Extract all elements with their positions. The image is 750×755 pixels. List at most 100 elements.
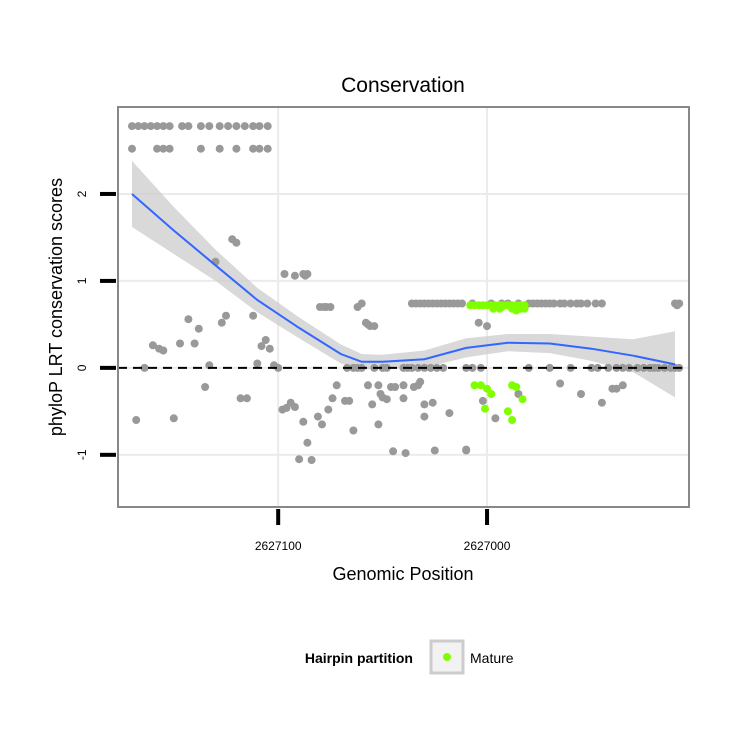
data-point-other <box>307 456 316 464</box>
data-point-other <box>263 122 272 131</box>
data-point-other <box>261 336 270 344</box>
data-point-other <box>428 398 437 407</box>
data-point-other <box>255 144 264 153</box>
data-point-other <box>399 381 408 390</box>
data-point-other <box>290 271 299 280</box>
smooth-fit-line <box>131 193 676 366</box>
x-tick-label-0: 2627100 <box>255 539 302 553</box>
data-point-other <box>265 344 274 353</box>
data-point-other <box>196 122 205 131</box>
data-point-other <box>549 299 558 308</box>
data-point-other <box>577 390 585 398</box>
data-point-other <box>474 318 483 327</box>
data-point-other <box>153 144 162 153</box>
data-point-other <box>583 299 592 308</box>
data-point-other <box>128 144 136 153</box>
data-point-other <box>556 379 565 388</box>
data-point-other <box>368 400 377 409</box>
data-point-other <box>382 395 391 404</box>
data-point-other <box>303 438 312 447</box>
data-point-other <box>159 122 168 131</box>
data-point-other <box>196 144 205 153</box>
data-point-other <box>184 122 193 131</box>
data-point-other <box>295 455 304 464</box>
data-point-other <box>426 363 435 372</box>
data-point-other <box>140 363 149 372</box>
data-point-other <box>132 416 141 424</box>
data-point-other <box>217 318 226 327</box>
data-point-other <box>159 346 168 355</box>
data-point-other <box>178 122 187 131</box>
data-point-other <box>201 383 210 391</box>
data-point-other <box>169 414 178 423</box>
data-point-other <box>560 299 569 308</box>
data-point-other <box>318 420 326 429</box>
y-axis-label: phyloP LRT conservation scores <box>46 178 66 436</box>
data-point-other <box>222 311 230 320</box>
data-point-mature <box>518 395 527 404</box>
y-tick-label-2: 1 <box>75 277 89 284</box>
confidence-band <box>132 160 675 398</box>
data-point-other <box>159 144 168 153</box>
legend: Hairpin partition Mature <box>305 639 514 675</box>
data-point-mature <box>476 381 485 390</box>
data-point-other <box>326 303 335 311</box>
data-point-other <box>401 449 410 458</box>
data-point-other <box>597 299 606 308</box>
data-point-mature <box>489 304 498 313</box>
data-point-mature <box>481 404 489 413</box>
data-point-other <box>370 322 379 331</box>
data-point-other <box>491 414 500 423</box>
data-point-other <box>391 383 400 391</box>
data-point-other <box>215 122 224 131</box>
data-point-mature <box>508 416 517 424</box>
data-point-other <box>430 446 439 455</box>
data-point-other <box>205 122 214 131</box>
data-point-other <box>399 394 408 403</box>
data-point-other <box>224 122 233 131</box>
data-point-other <box>274 363 283 372</box>
data-point-other <box>345 396 354 405</box>
y-tick-label-0: -1 <box>75 449 89 460</box>
data-point-other <box>376 390 385 398</box>
chart-title: Conservation <box>341 74 465 97</box>
data-point-other <box>249 144 258 153</box>
y-tick-label-1: 0 <box>75 364 89 371</box>
data-point-other <box>675 299 684 308</box>
data-point-other <box>349 426 358 435</box>
data-point-mature <box>503 407 512 416</box>
data-point-other <box>232 122 241 131</box>
data-point-other <box>420 412 429 421</box>
data-point-other <box>240 122 249 131</box>
data-point-other <box>618 381 627 390</box>
data-point-other <box>357 299 366 308</box>
data-point-other <box>328 394 337 403</box>
data-point-mature <box>510 303 519 311</box>
smooth-line-group <box>131 193 676 366</box>
legend-title: Hairpin partition <box>305 650 413 666</box>
scatter-points <box>128 122 684 464</box>
data-point-other <box>280 270 289 278</box>
data-point-other <box>374 420 383 429</box>
data-point-other <box>458 299 466 308</box>
data-point-other <box>439 363 448 372</box>
x-axis-label: Genomic Position <box>332 564 473 584</box>
legend-label-mature: Mature <box>470 650 514 666</box>
data-point-other <box>249 311 258 320</box>
data-point-mature <box>520 304 529 313</box>
data-point-other <box>249 122 258 131</box>
data-point-other <box>478 396 487 405</box>
data-point-other <box>462 446 471 455</box>
data-point-other <box>176 339 184 348</box>
data-point-other <box>299 417 308 426</box>
confidence-band-group <box>132 160 675 398</box>
y-tick-label-3: 2 <box>75 190 89 197</box>
data-point-other <box>420 400 429 409</box>
data-point-other <box>263 144 272 153</box>
data-point-mature <box>497 303 506 311</box>
x-axis: 2627100 2627000 <box>255 509 511 553</box>
data-point-other <box>483 322 491 331</box>
data-point-other <box>445 409 454 418</box>
data-point-other <box>257 342 266 351</box>
